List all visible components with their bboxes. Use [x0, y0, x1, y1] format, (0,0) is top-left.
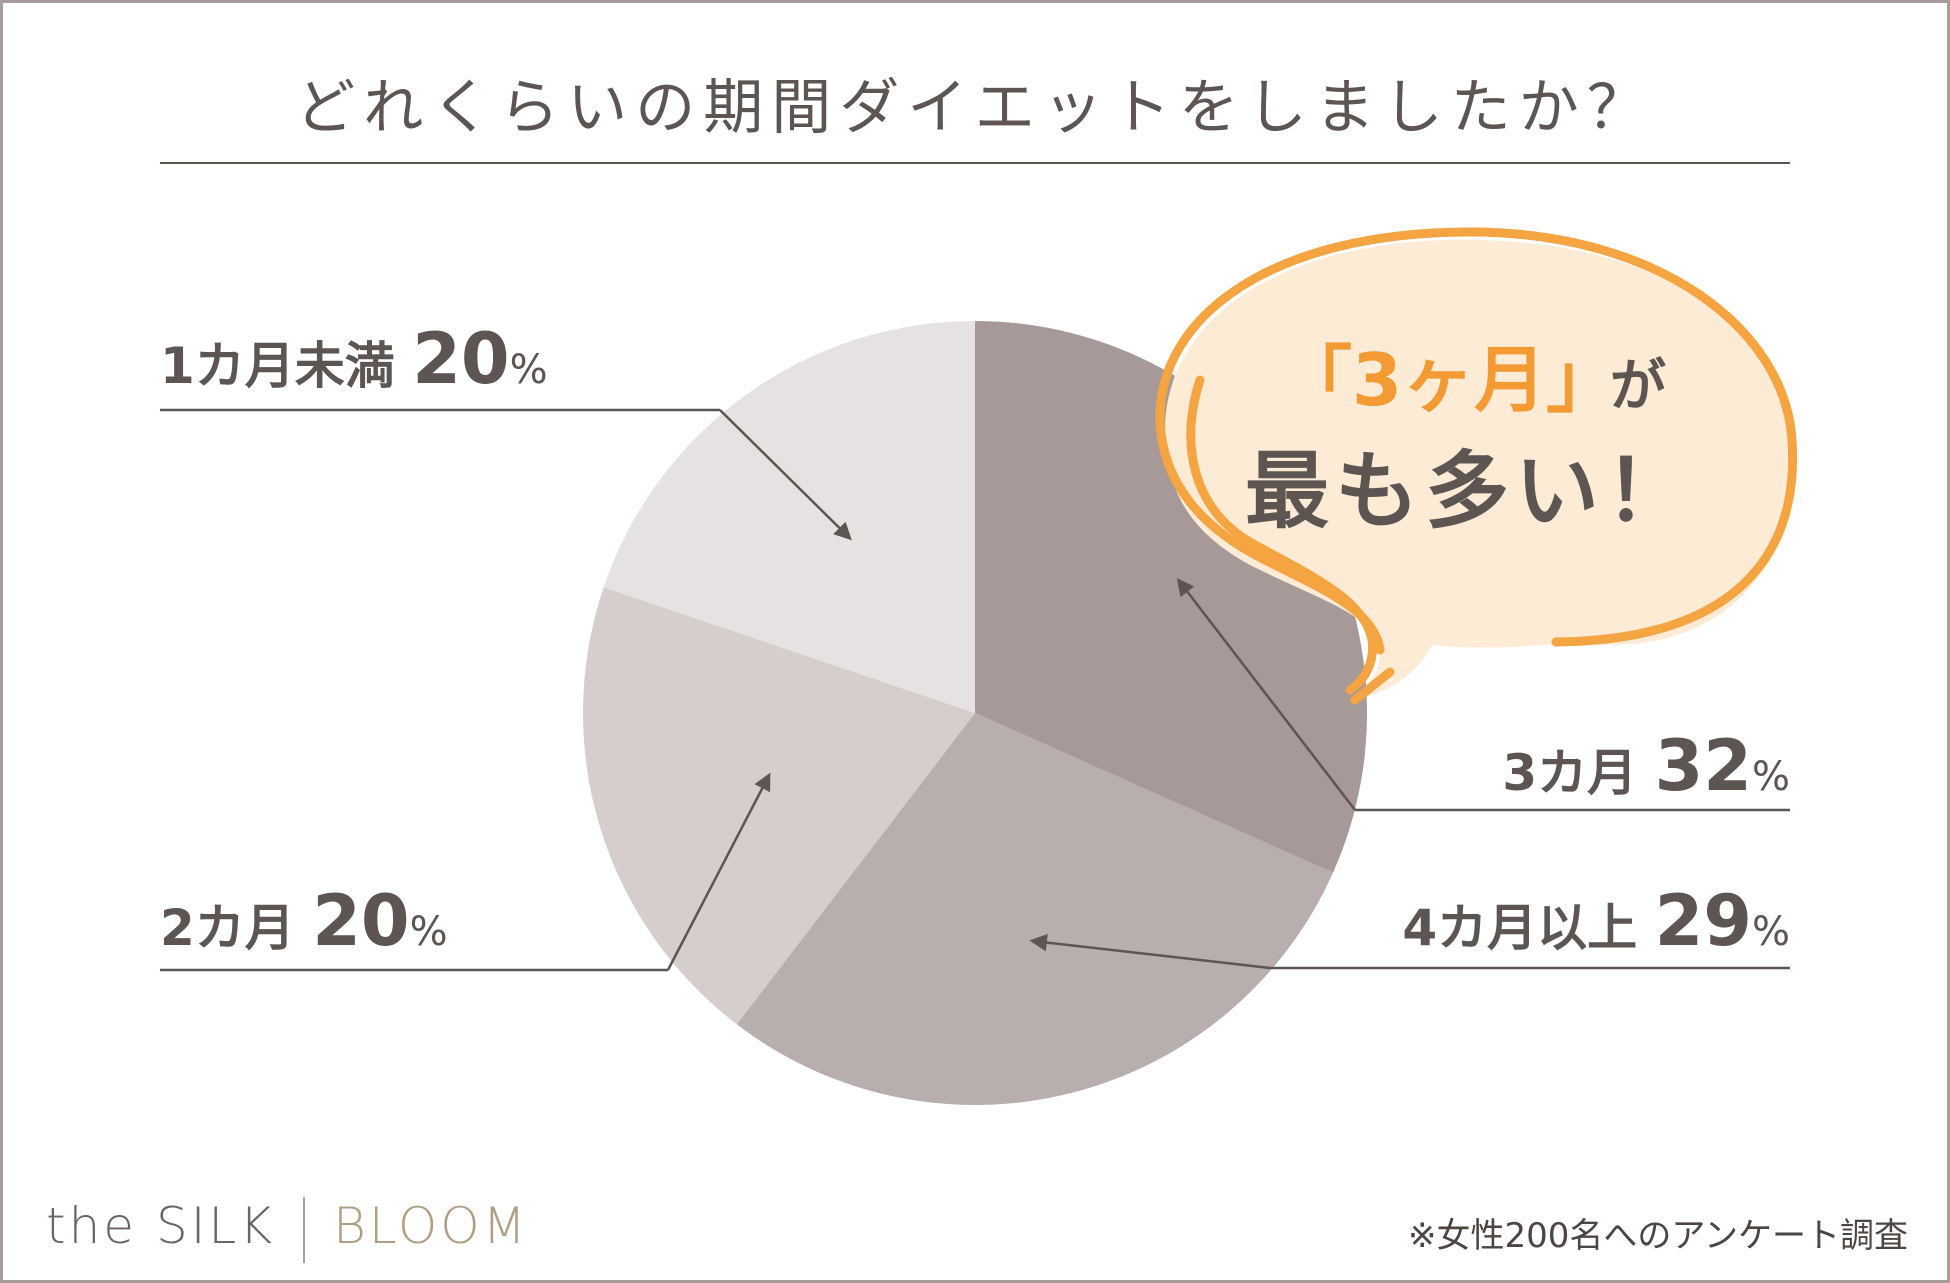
callout-outline	[1155, 227, 1798, 655]
slice-unit: %	[410, 909, 448, 955]
brand-the-silk: the SILK	[46, 1197, 276, 1255]
leader-arrow	[1176, 577, 1356, 811]
slice-category: 3カ月	[1502, 744, 1654, 802]
slice-label: 1カ月未満 20%	[160, 318, 548, 400]
brand-logo: the SILK BLOOM	[46, 1196, 529, 1263]
slice-category: 4カ月以上	[1402, 899, 1654, 957]
slice-category: 1カ月未満	[160, 337, 412, 395]
slice-category: 2カ月	[160, 899, 312, 957]
pie-slice	[603, 320, 975, 713]
callout-inner-line	[1186, 375, 1378, 695]
brand-separator	[303, 1196, 306, 1263]
callout-bubble: 「3ヶ月」 が 最も多い！	[1155, 227, 1798, 705]
leader-arrow	[719, 409, 852, 541]
leader-arrow	[1029, 933, 1271, 970]
slice-label: 4カ月以上 29%	[1402, 880, 1790, 962]
slice-value: 20	[412, 318, 509, 400]
callout-tail-line	[1350, 667, 1395, 705]
callout-line2: 最も多い！	[1245, 442, 1695, 540]
slice-value: 32	[1655, 725, 1752, 807]
pie-slice	[583, 587, 975, 1025]
page-title: どれくらいの期間ダイエットをしましたか？	[295, 73, 1655, 143]
slice-unit: %	[510, 347, 548, 393]
callout-line1-rest: が	[1610, 354, 1666, 419]
pie-slice	[736, 713, 1333, 1105]
slice-label: 3カ月 32%	[1502, 725, 1790, 807]
slice-value: 29	[1655, 880, 1752, 962]
slice-value: 20	[312, 880, 409, 962]
slice-unit: %	[1752, 754, 1790, 800]
slice-label: 2カ月 20%	[160, 880, 448, 962]
leader-arrow	[666, 772, 771, 971]
title-divider	[160, 162, 1790, 164]
slice-unit: %	[1752, 909, 1790, 955]
brand-bloom: BLOOM	[333, 1197, 529, 1255]
callout-highlight: 「3ヶ月」	[1280, 338, 1618, 422]
survey-note: ※女性200名へのアンケート調査	[1407, 1216, 1908, 1256]
